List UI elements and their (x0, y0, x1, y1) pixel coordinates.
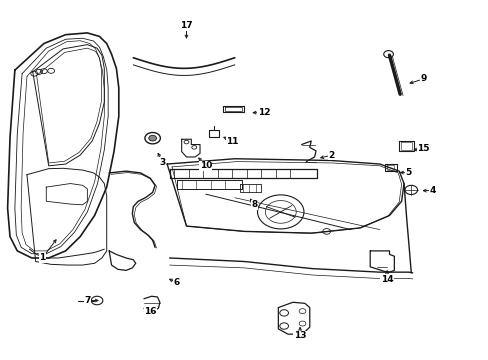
Text: 12: 12 (257, 108, 269, 117)
Circle shape (383, 51, 393, 58)
Circle shape (148, 135, 156, 141)
Text: 9: 9 (419, 75, 426, 84)
Text: 10: 10 (199, 161, 212, 170)
Circle shape (144, 132, 160, 144)
Text: 4: 4 (429, 186, 435, 195)
Text: 16: 16 (143, 307, 156, 316)
Text: 13: 13 (293, 332, 305, 341)
Text: 11: 11 (226, 136, 238, 145)
Text: 6: 6 (173, 278, 180, 287)
Text: 5: 5 (405, 168, 411, 177)
Text: 3: 3 (159, 158, 165, 167)
Text: 17: 17 (180, 21, 192, 30)
Text: 15: 15 (416, 144, 429, 153)
Text: 14: 14 (380, 275, 393, 284)
Text: 2: 2 (328, 151, 334, 160)
Text: 8: 8 (250, 200, 257, 209)
Text: 1: 1 (39, 253, 45, 262)
Text: 7: 7 (84, 296, 90, 305)
